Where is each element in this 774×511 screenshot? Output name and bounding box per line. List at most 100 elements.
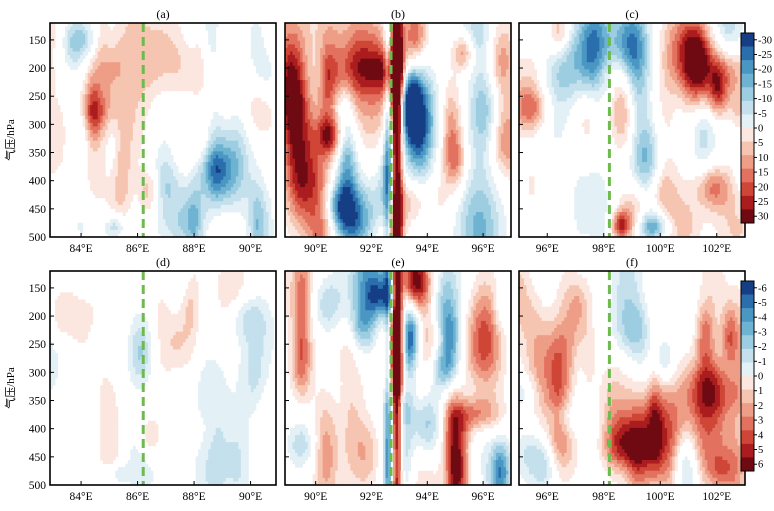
heatmap-cell	[233, 130, 237, 134]
heatmap-cell	[290, 101, 293, 106]
heatmap-cell	[165, 144, 169, 149]
heatmap-cell	[238, 197, 242, 202]
heatmap-cell	[95, 126, 99, 131]
heatmap-cell	[245, 219, 249, 224]
heatmap-cell	[332, 101, 336, 106]
heatmap-cell	[483, 105, 487, 109]
heatmap-cell	[270, 226, 274, 231]
heatmap-cell	[195, 194, 199, 199]
heatmap-cell	[495, 37, 499, 42]
heatmap-cell	[473, 83, 477, 88]
heatmap-cell	[470, 94, 474, 99]
heatmap-cell	[165, 197, 169, 202]
heatmap-cell	[120, 158, 124, 163]
heatmap-cell	[117, 83, 121, 88]
heatmap-cell	[230, 176, 234, 181]
heatmap-cell	[180, 204, 184, 209]
heatmap-cell	[220, 158, 224, 163]
heatmap-cell	[362, 76, 366, 81]
heatmap-cell	[142, 172, 146, 177]
heatmap-cell	[255, 204, 259, 209]
heatmap-cell	[52, 154, 56, 159]
heatmap-cell	[365, 30, 369, 35]
heatmap-cell	[268, 229, 272, 234]
heatmap-cell	[175, 44, 179, 49]
heatmap-cell	[260, 122, 264, 127]
heatmap-cell	[260, 183, 264, 188]
heatmap-cell	[110, 126, 114, 131]
heatmap-cell	[327, 40, 331, 45]
heatmap-cell	[377, 80, 381, 85]
heatmap-cell	[203, 215, 207, 220]
heatmap-cell	[413, 40, 416, 45]
heatmap-cell	[330, 72, 334, 77]
heatmap-cell	[500, 112, 504, 117]
heatmap-cell	[193, 69, 197, 74]
heatmap-cell	[505, 51, 509, 56]
heatmap-cell	[135, 65, 139, 70]
heatmap-cell	[50, 69, 53, 74]
heatmap-cell	[400, 47, 404, 52]
heatmap-cell	[325, 62, 329, 67]
heatmap-cell	[508, 69, 512, 74]
heatmap-cell	[157, 219, 161, 224]
heatmap-cell	[300, 26, 303, 31]
heatmap-cell	[352, 94, 356, 99]
heatmap-cell	[125, 115, 129, 120]
heatmap-cell	[105, 87, 109, 92]
heatmap-cell	[130, 58, 134, 63]
heatmap-cell	[263, 219, 267, 224]
heatmap-cell	[203, 233, 207, 238]
heatmap-cell	[218, 204, 222, 209]
heatmap-cell	[325, 51, 329, 56]
heatmap-cell	[300, 44, 303, 49]
heatmap-cell	[302, 97, 306, 102]
heatmap-cell	[168, 212, 171, 216]
heatmap-cell	[420, 90, 424, 95]
heatmap-cell	[163, 226, 166, 231]
heatmap-cell	[347, 97, 351, 102]
heatmap-cell	[268, 212, 272, 216]
heatmap-cell	[380, 62, 384, 67]
heatmap-cell	[210, 133, 214, 138]
heatmap-cell	[135, 144, 139, 149]
heatmap-cell	[155, 162, 159, 167]
heatmap-cell	[127, 162, 131, 167]
heatmap-cell	[423, 26, 427, 31]
heatmap-cell	[380, 65, 384, 70]
heatmap-cell	[352, 97, 356, 102]
heatmap-cell	[117, 194, 121, 199]
heatmap-cell	[362, 37, 366, 42]
heatmap-cell	[287, 97, 291, 102]
heatmap-cell	[357, 115, 361, 120]
heatmap-cell	[240, 144, 244, 149]
heatmap-cell	[418, 76, 421, 81]
heatmap-cell	[390, 30, 394, 35]
heatmap-cell	[327, 90, 331, 95]
heatmap-cell	[315, 65, 319, 70]
heatmap-cell	[165, 187, 169, 192]
heatmap-cell	[75, 65, 79, 70]
heatmap-cell	[115, 30, 119, 35]
heatmap-cell	[95, 119, 99, 124]
heatmap-cell	[478, 80, 482, 85]
heatmap-cell	[92, 176, 96, 181]
heatmap-cell	[92, 162, 96, 167]
heatmap-cell	[105, 37, 109, 42]
heatmap-cell	[423, 72, 427, 77]
heatmap-cell	[287, 112, 291, 117]
heatmap-cell	[320, 26, 324, 31]
heatmap-cell	[253, 176, 257, 181]
heatmap-cell	[245, 190, 249, 195]
heatmap-cell	[312, 112, 316, 117]
heatmap-cell	[95, 108, 99, 113]
heatmap-cell	[135, 105, 139, 109]
heatmap-cell	[445, 94, 449, 99]
heatmap-cell	[125, 126, 129, 131]
heatmap-cell	[287, 40, 291, 45]
heatmap-cell	[290, 37, 293, 42]
heatmap-cell	[410, 72, 414, 77]
heatmap-cell	[327, 69, 331, 74]
heatmap-cell	[435, 112, 439, 117]
heatmap-cell	[92, 130, 96, 134]
